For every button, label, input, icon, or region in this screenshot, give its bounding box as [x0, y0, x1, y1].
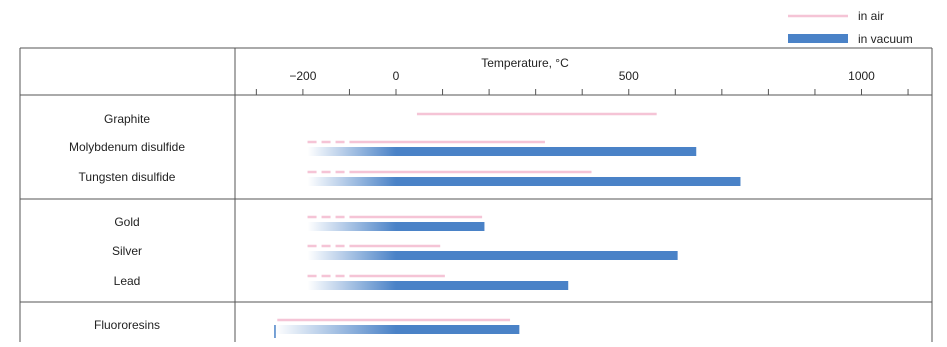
row-label: Lead	[114, 274, 141, 288]
vacuum-range-fade	[307, 147, 396, 156]
vacuum-range-fade	[307, 177, 396, 186]
chart-rows: Graphite Molybdenum disulfide Tungsten dis…	[69, 112, 741, 338]
axis-tick-label: 0	[393, 69, 400, 83]
row-label: Gold	[114, 215, 139, 229]
vacuum-range-bar	[396, 325, 520, 334]
row-label: Molybdenum disulfide	[69, 140, 185, 154]
row-label: Graphite	[104, 112, 150, 126]
vacuum-range-fade	[274, 325, 396, 334]
axis-tick-label: 1000	[848, 69, 875, 83]
legend-vacuum-swatch	[788, 34, 848, 43]
row-label: Silver	[112, 244, 142, 258]
legend-air-label: in air	[858, 9, 884, 23]
vacuum-range-fade	[307, 251, 396, 260]
vacuum-range-fade	[307, 222, 396, 231]
vacuum-range-bar	[396, 147, 697, 156]
vacuum-range-fade	[307, 281, 396, 290]
axis-tick-label: 500	[619, 69, 639, 83]
axis-ticks: −200 0 500 1000	[255, 69, 909, 95]
axis-title: Temperature, °C	[481, 56, 569, 70]
vacuum-range-bar	[396, 177, 741, 186]
vacuum-range-bar	[396, 281, 569, 290]
legend-vacuum-label: in vacuum	[858, 32, 913, 46]
vacuum-range-bar	[396, 251, 678, 260]
vacuum-range-bar	[396, 222, 485, 231]
axis-tick-label: −200	[289, 69, 316, 83]
row-label: Fluororesins	[94, 318, 160, 332]
row-label: Tungsten disulfide	[79, 170, 176, 184]
table-frame	[19, 47, 933, 342]
legend: in air in vacuum	[788, 9, 913, 46]
